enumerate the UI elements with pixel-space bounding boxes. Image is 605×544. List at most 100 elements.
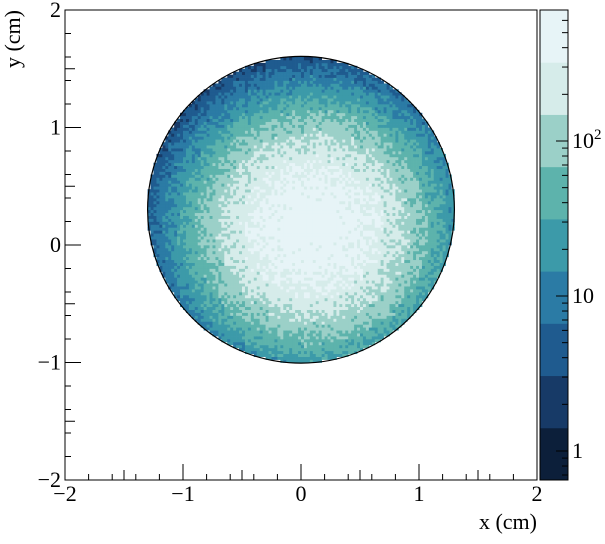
heatmap-cell (262, 218, 266, 222)
heatmap-cell (194, 306, 199, 310)
heatmap-cell (303, 306, 308, 310)
heatmap-cell (244, 156, 249, 161)
heatmap-cell (265, 130, 269, 134)
heatmap-cell (233, 206, 237, 211)
heatmap-cell (215, 245, 219, 249)
heatmap-cell (244, 209, 249, 214)
heatmap-cell (230, 174, 234, 178)
heatmap-cell (165, 221, 169, 225)
heatmap-cell (194, 206, 199, 211)
heatmap-cell (298, 280, 302, 284)
heatmap-cell (212, 159, 216, 164)
heatmap-cell (236, 218, 240, 222)
heatmap-cell (221, 280, 225, 284)
heatmap-cell (242, 156, 246, 161)
heatmap-cell (318, 130, 322, 134)
heatmap-cell (292, 309, 296, 313)
heatmap-cell (233, 215, 237, 219)
heatmap-cell (250, 124, 255, 128)
heatmap-cell (236, 303, 240, 308)
heatmap-cell (298, 289, 302, 293)
heatmap-cell (277, 153, 281, 158)
heatmap-cell (315, 347, 320, 352)
heatmap-cell (215, 206, 219, 211)
heatmap-cell (233, 106, 237, 111)
heatmap-cell (250, 336, 255, 340)
heatmap-cell (239, 221, 243, 225)
heatmap-cell (233, 306, 237, 310)
heatmap-cell (230, 142, 234, 146)
heatmap-cell (194, 292, 199, 296)
heatmap-cell (230, 218, 234, 222)
heatmap-cell (250, 318, 255, 322)
heatmap-cell (218, 101, 222, 105)
heatmap-cell (306, 359, 311, 363)
heatmap-cell (298, 62, 302, 67)
heatmap-cell (283, 98, 287, 102)
heatmap-cell (262, 121, 266, 125)
heatmap-cell (274, 336, 278, 340)
heatmap-cell (247, 68, 252, 73)
heatmap-cell (271, 245, 275, 249)
heatmap-cell (227, 124, 231, 128)
heatmap-cell (218, 315, 222, 319)
heatmap-cell (292, 74, 296, 78)
heatmap-cell (247, 221, 252, 225)
heatmap-cell (224, 330, 228, 334)
heatmap-cell (227, 136, 231, 140)
heatmap-cell (295, 104, 299, 108)
heatmap-cell (239, 215, 243, 219)
heatmap-cell (250, 289, 255, 293)
heatmap-cell (289, 121, 293, 125)
heatmap-cell (194, 265, 199, 269)
heatmap-cell (309, 183, 314, 187)
heatmap-cell (280, 242, 284, 246)
heatmap-cell (301, 209, 305, 214)
heatmap-cell (209, 165, 213, 169)
heatmap-cell (183, 200, 187, 205)
heatmap-cell (253, 250, 258, 255)
heatmap-cell (265, 253, 269, 258)
heatmap-cell (312, 127, 317, 131)
heatmap-cell (256, 283, 261, 287)
heatmap-cell (233, 133, 237, 137)
heatmap-cell (315, 59, 320, 64)
heatmap-cell (265, 74, 269, 78)
heatmap-cell (185, 121, 190, 125)
heatmap-cell (227, 92, 231, 96)
heatmap-cell (306, 165, 311, 169)
heatmap-cell (309, 359, 314, 363)
heatmap-cell (262, 215, 266, 219)
heatmap-cell (283, 350, 287, 355)
heatmap-cell (171, 236, 175, 240)
heatmap-cell (295, 283, 299, 287)
heatmap-cell (292, 324, 296, 328)
heatmap-cell (250, 192, 255, 196)
heatmap-cell (197, 209, 202, 214)
heatmap-cell (165, 230, 169, 234)
heatmap-cell (150, 183, 154, 187)
heatmap-cell (174, 139, 178, 143)
heatmap-cell (286, 77, 290, 81)
heatmap-cell (221, 292, 225, 296)
heatmap-cell (233, 130, 237, 134)
heatmap-cell (301, 315, 305, 319)
heatmap-cell (239, 233, 243, 237)
heatmap-cell (244, 309, 249, 313)
heatmap-cell (277, 330, 281, 334)
heatmap-cell (298, 259, 302, 263)
heatmap-cell (315, 124, 320, 128)
heatmap-cell (191, 165, 196, 169)
heatmap-cell (265, 262, 269, 266)
heatmap-cell (262, 77, 266, 81)
heatmap-cell (156, 200, 160, 205)
heatmap-cell (188, 186, 193, 190)
heatmap-cell (298, 174, 302, 178)
heatmap-cell (259, 339, 263, 343)
heatmap-cell (250, 339, 255, 343)
heatmap-cell (244, 350, 249, 355)
heatmap-cell (295, 130, 299, 134)
heatmap-cell (200, 221, 204, 225)
heatmap-cell (185, 242, 190, 246)
heatmap-cell (236, 268, 240, 272)
